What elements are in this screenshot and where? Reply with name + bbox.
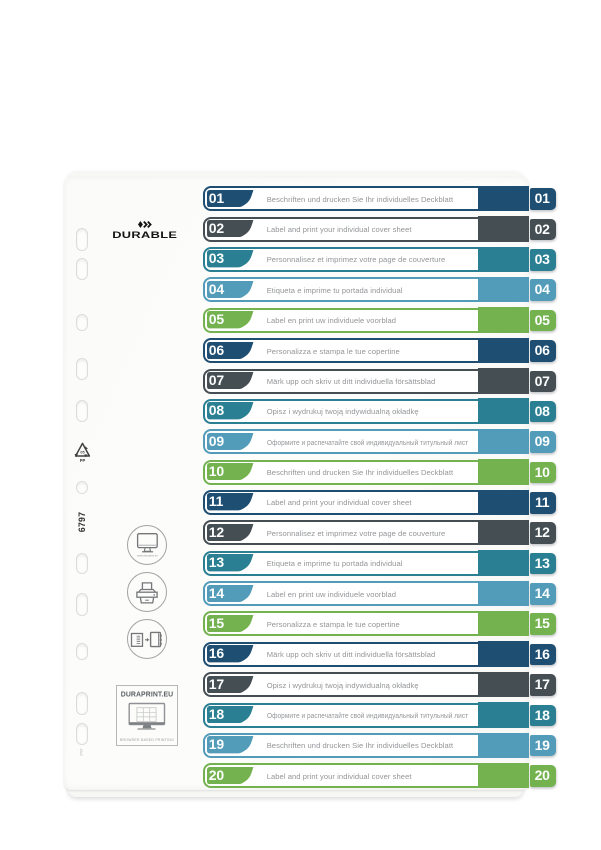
- svg-text:www.duraprint.eu: www.duraprint.eu: [137, 553, 158, 557]
- svg-text:PP: PP: [80, 458, 86, 463]
- svg-text:DURAPRINT.EU: DURAPRINT.EU: [121, 692, 174, 699]
- svg-text:0797: 0797: [80, 748, 84, 755]
- svg-text:05: 05: [80, 450, 84, 454]
- svg-text:BROWSER BASED PRINTING: BROWSER BASED PRINTING: [120, 738, 174, 742]
- svg-text:DURABLE: DURABLE: [112, 231, 177, 240]
